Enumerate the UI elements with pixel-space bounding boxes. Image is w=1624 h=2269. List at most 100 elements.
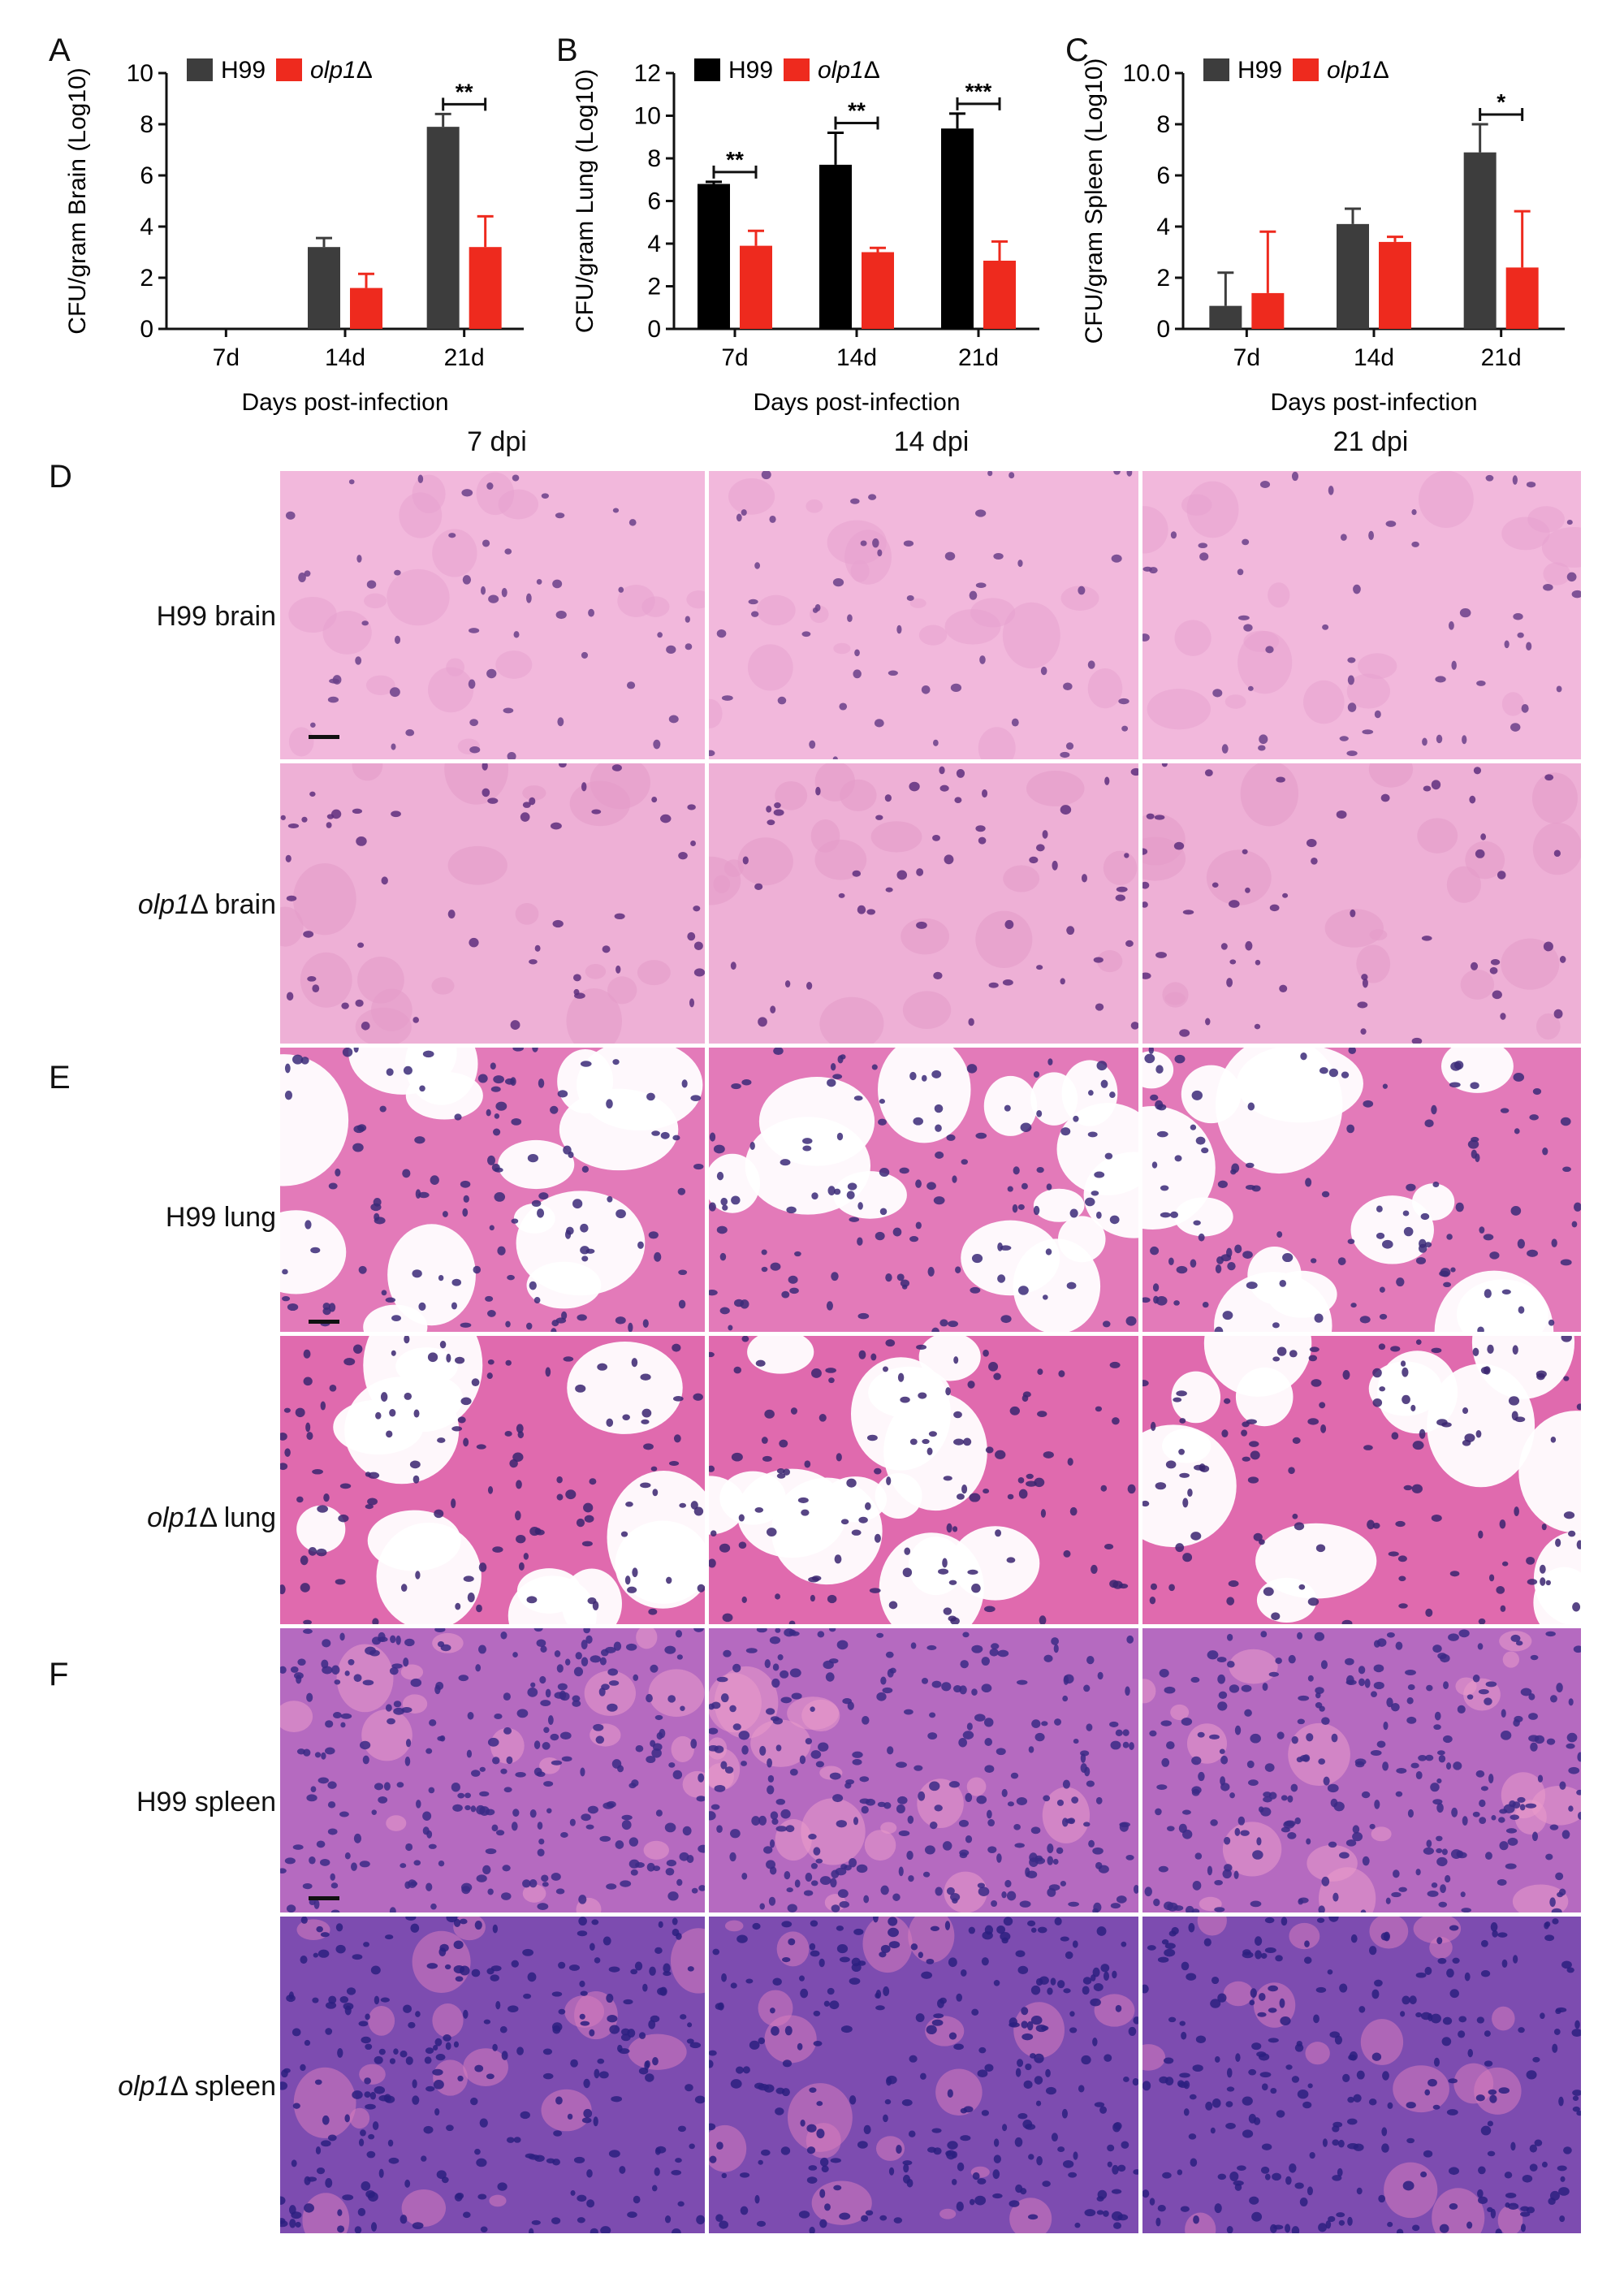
cell-nucleus: [459, 1918, 468, 1925]
cell-nucleus: [965, 1835, 973, 1843]
cell-nucleus: [434, 2038, 443, 2046]
cell-nucleus: [696, 2215, 705, 2225]
cell-nucleus: [412, 1017, 419, 1023]
legend-swatch: [784, 58, 810, 81]
cell-nucleus: [680, 1705, 685, 1711]
cell-nucleus: [619, 2166, 626, 2174]
cell-nucleus: [908, 2130, 916, 2137]
cell-nucleus: [1125, 1855, 1134, 1861]
significance-label: **: [848, 98, 866, 123]
cell-nucleus: [292, 2028, 301, 2037]
cell-nucleus: [1367, 1519, 1375, 1530]
cell-nucleus: [1214, 2203, 1222, 2214]
cell-nucleus: [749, 1141, 755, 1151]
cell-nucleus: [1339, 1852, 1350, 1859]
cell-nucleus: [915, 1221, 922, 1230]
cell-nucleus: [952, 1526, 958, 1532]
cell-nucleus: [1217, 1701, 1228, 1711]
cell-nucleus: [690, 1739, 698, 1749]
cell-nucleus: [1297, 1632, 1303, 1640]
cell-nucleus: [693, 941, 703, 951]
cell-nucleus: [988, 982, 999, 988]
cell-nucleus: [1526, 2070, 1537, 2080]
cell-nucleus: [1426, 1684, 1433, 1692]
cell-nucleus: [888, 1601, 898, 1610]
cell-nucleus: [770, 2008, 775, 2014]
cell-nucleus: [280, 1868, 287, 1874]
cell-nucleus: [709, 2050, 717, 2056]
cell-nucleus: [1078, 586, 1086, 595]
cell-nucleus: [1436, 1835, 1443, 1842]
cell-nucleus: [1149, 1596, 1156, 1605]
cell-nucleus: [698, 1844, 705, 1853]
tissue-texture: [1492, 2006, 1515, 2031]
cell-nucleus: [981, 1957, 989, 1966]
cell-nucleus: [1427, 2078, 1437, 2087]
tissue-texture: [288, 727, 314, 757]
cell-nucleus: [929, 1822, 938, 1830]
cell-nucleus: [952, 1175, 957, 1183]
cell-nucleus: [558, 2008, 566, 2015]
cell-nucleus: [329, 1385, 337, 1392]
cell-nucleus: [280, 1666, 287, 1674]
cell-nucleus: [698, 1885, 705, 1891]
cell-nucleus: [1427, 2013, 1433, 2022]
cell-nucleus: [1298, 1584, 1306, 1590]
cell-nucleus: [1325, 2220, 1332, 2229]
cell-nucleus: [693, 1163, 704, 1170]
cell-nucleus: [1316, 1917, 1325, 1923]
cell-nucleus: [993, 552, 1004, 560]
cell-nucleus: [577, 2194, 587, 2202]
cell-nucleus: [1160, 1720, 1173, 1727]
cell-nucleus: [1133, 2016, 1138, 2025]
cell-nucleus: [425, 2047, 434, 2054]
cell-nucleus: [378, 1796, 388, 1804]
y-tick-label: 8: [647, 145, 661, 172]
cell-nucleus: [295, 2221, 301, 2228]
cell-nucleus: [788, 1938, 796, 1946]
tissue-texture: [1465, 841, 1505, 880]
cell-nucleus: [1276, 1731, 1285, 1740]
cell-nucleus: [1246, 1760, 1255, 1769]
cell-nucleus: [558, 763, 567, 768]
cell-nucleus: [482, 763, 488, 771]
cell-nucleus: [310, 722, 316, 728]
cell-nucleus: [1065, 1818, 1075, 1824]
cell-nucleus: [1084, 2209, 1096, 2217]
tissue-texture: [775, 1818, 812, 1861]
cell-nucleus: [903, 2163, 909, 2173]
cell-nucleus: [438, 1860, 445, 1867]
cell-nucleus: [1159, 1668, 1169, 1678]
tissue-texture: [724, 1920, 744, 1932]
cell-nucleus: [1198, 1233, 1205, 1242]
cell-nucleus: [832, 1074, 843, 1079]
cell-nucleus: [322, 1302, 330, 1311]
cell-nucleus: [1057, 1980, 1065, 1989]
cell-nucleus: [344, 1852, 351, 1860]
cell-nucleus: [1545, 1580, 1552, 1586]
cell-nucleus: [1162, 2172, 1172, 2179]
bar: [1505, 267, 1539, 329]
cell-nucleus: [453, 1918, 461, 1927]
cell-nucleus: [1052, 860, 1058, 871]
cell-nucleus: [1199, 552, 1209, 561]
cell-nucleus: [1341, 1619, 1353, 1624]
cell-nucleus: [977, 1882, 985, 1889]
y-axis-label: CFU/gram Lung (Log10): [572, 69, 598, 333]
cell-nucleus: [710, 1804, 720, 1810]
cell-nucleus: [741, 1596, 747, 1603]
tissue-texture: [359, 2064, 386, 2085]
tissue-texture: [806, 499, 823, 513]
cell-nucleus: [1249, 2196, 1259, 2205]
cell-nucleus: [1289, 2163, 1297, 2173]
cell-nucleus: [1220, 1776, 1226, 1786]
cell-nucleus: [1398, 1575, 1406, 1582]
row-label-h99-lung: H99 lung: [16, 1202, 276, 1234]
cell-nucleus: [935, 1124, 942, 1132]
tissue-texture: [333, 1399, 424, 1455]
cell-nucleus: [434, 1628, 446, 1633]
cell-nucleus: [1361, 1791, 1371, 1799]
legend-label-strain: olp1: [310, 57, 356, 84]
cell-nucleus: [1424, 1242, 1432, 1248]
cell-nucleus: [1219, 1748, 1225, 1754]
